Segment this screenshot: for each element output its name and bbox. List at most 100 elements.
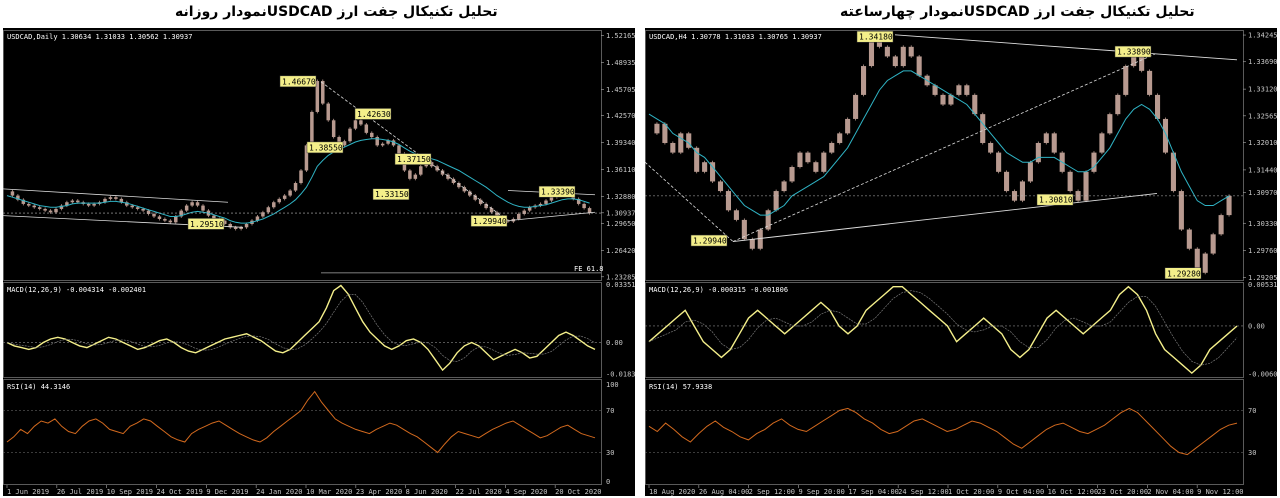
- candle-body: [702, 162, 708, 172]
- chart-svg-right[interactable]: 1.34245 1.33690 1.33120 1.32565 1.32010 1.314…: [645, 28, 1277, 496]
- price-label: 1.33150: [375, 190, 409, 199]
- candle-body: [1004, 171, 1010, 192]
- candle-body: [76, 200, 80, 203]
- candle-body: [797, 152, 803, 168]
- trendline: [3, 188, 229, 203]
- macd-axis-label: -0.006092: [1248, 370, 1277, 378]
- moving-average-line: [648, 70, 1230, 216]
- x-tick-label: 9 Nov 12:00: [1197, 488, 1243, 496]
- candle-body: [125, 202, 129, 206]
- candle-body: [710, 162, 716, 182]
- candle-body: [48, 210, 53, 213]
- chart-panel-left[interactable]: 1.52165 1.48935 1.45705 1.42570 1.39340 1.361…: [3, 28, 635, 496]
- candle-body: [538, 203, 543, 206]
- candle-body: [484, 203, 488, 209]
- candle-body: [1107, 114, 1113, 134]
- candle-body: [473, 195, 477, 200]
- candle-body: [527, 207, 532, 211]
- x-tick-label: 20 Oct 2020: [555, 488, 601, 496]
- candle-body: [948, 94, 954, 105]
- price-label-box: [1036, 193, 1074, 206]
- candle-body: [65, 202, 69, 206]
- candle-body: [845, 118, 851, 134]
- candle-body: [135, 207, 140, 209]
- candle-body: [364, 124, 369, 133]
- macd-signal-line: [6, 294, 596, 362]
- macd-line: [648, 285, 1238, 375]
- x-tick-label: 4 Sep 2020: [505, 488, 547, 496]
- price-tick-label: 1.23285: [606, 273, 635, 281]
- candle-body: [717, 181, 724, 192]
- price-tick-label: 1.29760: [1248, 247, 1277, 255]
- candle-body: [141, 208, 145, 211]
- price-tick-label: 1.33690: [1248, 58, 1277, 66]
- candle-body: [174, 216, 178, 223]
- x-tick-label: 24 Sep 12:00: [898, 488, 949, 496]
- candle-body: [413, 174, 418, 179]
- x-tick-label: 1 Jun 2019: [7, 488, 49, 496]
- candle-body: [789, 167, 795, 182]
- x-tick-label: 10 Mar 2020: [306, 488, 352, 496]
- pane-border: [3, 379, 602, 485]
- candle-body: [1123, 66, 1129, 95]
- candle-body: [43, 208, 47, 211]
- candle-body: [86, 203, 91, 206]
- candle-body: [805, 152, 811, 163]
- candle-body: [694, 147, 700, 172]
- x-tick-label: 23 Oct 20:00: [1098, 488, 1149, 496]
- candle-body: [10, 191, 15, 196]
- candle-body: [288, 190, 292, 196]
- candle-body: [1131, 56, 1137, 67]
- candle-body: [1083, 171, 1089, 201]
- rsi-line: [648, 407, 1238, 456]
- symbol-header: USDCAD,H4 1.30778 1.31033 1.30765 1.3093…: [649, 33, 822, 41]
- price-tick-label: 1.48935: [606, 59, 635, 67]
- x-tick-label: 2 Sep 12:00: [749, 488, 795, 496]
- x-tick-label: 8 Jun 2020: [406, 488, 448, 496]
- candle-body: [956, 85, 962, 95]
- x-tick-label: 18 Aug 2020: [649, 488, 695, 496]
- candle-body: [1067, 171, 1073, 192]
- candle-body: [821, 152, 827, 172]
- price-label-box: [354, 108, 392, 120]
- candle-body: [757, 229, 763, 249]
- candle-body: [932, 85, 938, 95]
- x-tick-label: 17 Sep 04:00: [848, 488, 899, 496]
- candle-body: [654, 123, 660, 134]
- pane-border: [645, 282, 1244, 378]
- price-label: 1.46670: [282, 77, 316, 86]
- price-label: 1.29940: [693, 237, 727, 246]
- macd-header: MACD(12,26,9) -0.004314 -0.002401: [7, 286, 146, 294]
- pane-border: [3, 30, 602, 281]
- trendline-dashed: [732, 53, 1156, 242]
- pane-border: [3, 282, 602, 378]
- price-label-box: [856, 30, 894, 43]
- macd-axis-label: 0.033515: [606, 281, 635, 289]
- price-label: 1.37150: [397, 155, 431, 164]
- candle-body: [495, 212, 499, 217]
- candle-body: [304, 145, 309, 171]
- candle-body: [32, 205, 36, 208]
- chart-svg-left[interactable]: 1.52165 1.48935 1.45705 1.42570 1.39340 1.361…: [3, 28, 635, 496]
- candle-body: [1139, 56, 1145, 71]
- candle-body: [130, 205, 134, 208]
- title-left: تحلیل تکنیکال جفت ارز USDCADنمودار روزان…: [175, 4, 498, 20]
- candle-body: [152, 213, 156, 217]
- candle-body: [419, 166, 423, 175]
- macd-axis-label: 0.005312: [1248, 281, 1277, 289]
- candle-body: [576, 198, 581, 204]
- candle-body: [272, 202, 276, 208]
- chart-panel-right[interactable]: 1.34245 1.33690 1.33120 1.32565 1.32010 1.314…: [645, 28, 1277, 496]
- price-tick-label: 1.29205: [1248, 274, 1277, 282]
- candle-body: [321, 81, 325, 104]
- candle-body: [686, 133, 692, 148]
- candle-body: [829, 142, 835, 153]
- candle-body: [27, 203, 31, 206]
- candle-body: [179, 210, 183, 217]
- x-tick-label: 26 Jul 2019: [57, 488, 103, 496]
- price-tick-label: 1.29650: [606, 220, 635, 228]
- rsi-line: [6, 390, 596, 454]
- candle-body: [391, 140, 396, 146]
- candle-body: [380, 143, 385, 146]
- macd-axis-label: -0.018324: [606, 371, 635, 379]
